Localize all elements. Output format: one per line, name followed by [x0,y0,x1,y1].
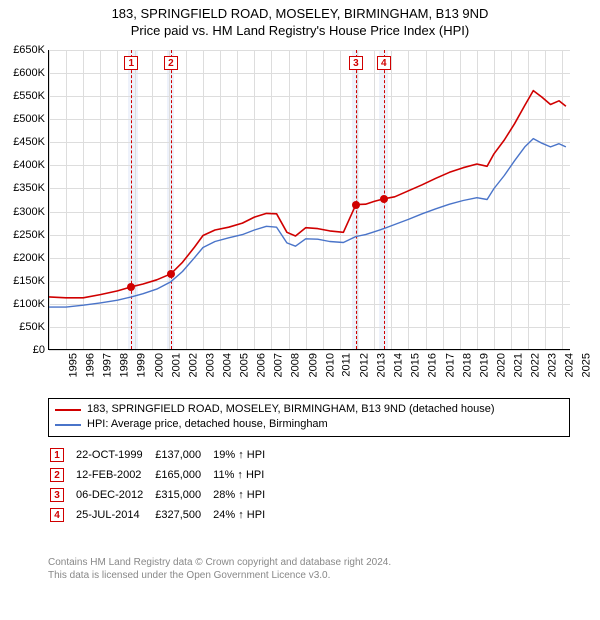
x-tick-label: 1996 [85,353,97,377]
x-tick-label: 2013 [376,353,388,377]
x-tick-label: 2012 [358,353,370,377]
x-tick-label: 2023 [547,353,559,377]
sale-dot [127,283,135,291]
x-tick-label: 2022 [530,353,542,377]
plot-area: £0£50K£100K£150K£200K£250K£300K£350K£400… [48,50,570,350]
x-tick-label: 2016 [427,353,439,377]
event-number-box: 3 [50,488,64,502]
event-pct: 11% ↑ HPI [213,466,275,484]
x-tick-label: 2004 [222,353,234,377]
event-number-cell: 4 [50,506,74,524]
event-pct: 19% ↑ HPI [213,446,275,464]
event-number-cell: 1 [50,446,74,464]
y-tick-label: £500K [13,113,49,125]
event-date: 06-DEC-2012 [76,486,153,504]
y-tick-label: £200K [13,252,49,264]
sale-dot [352,201,360,209]
x-tick-label: 2002 [187,353,199,377]
x-tick-label: 2000 [153,353,165,377]
event-date: 22-OCT-1999 [76,446,153,464]
legend: 183, SPRINGFIELD ROAD, MOSELEY, BIRMINGH… [48,398,570,437]
x-tick-label: 1997 [102,353,114,377]
y-tick-label: £150K [13,275,49,287]
x-tick-label: 1998 [119,353,131,377]
x-tick-label: 2020 [495,353,507,377]
x-tick-label: 2008 [290,353,302,377]
y-tick-label: £250K [13,229,49,241]
x-tick-label: 2021 [512,353,524,377]
legend-swatch [55,409,81,411]
event-price: £315,000 [155,486,211,504]
legend-row: 183, SPRINGFIELD ROAD, MOSELEY, BIRMINGH… [55,402,563,417]
sale-dot [167,270,175,278]
x-tick-label: 2001 [170,353,182,377]
legend-label: 183, SPRINGFIELD ROAD, MOSELEY, BIRMINGH… [87,402,495,417]
y-tick-label: £550K [13,90,49,102]
x-tick-label: 2015 [410,353,422,377]
y-tick-label: £400K [13,159,49,171]
x-tick-label: 2018 [461,353,473,377]
event-number-box: 4 [50,508,64,522]
x-tick-label: 2019 [478,353,490,377]
x-tick-label: 2006 [256,353,268,377]
x-tick-label: 1995 [67,353,79,377]
x-tick-label: 2017 [444,353,456,377]
event-pct: 24% ↑ HPI [213,506,275,524]
y-tick-label: £300K [13,206,49,218]
chart-title-block: 183, SPRINGFIELD ROAD, MOSELEY, BIRMINGH… [0,0,600,40]
y-tick-label: £600K [13,67,49,79]
event-row: 3 06-DEC-2012£315,00028% ↑ HPI [50,486,275,504]
x-tick-label: 2005 [239,353,251,377]
event-row: 4 25-JUL-2014£327,50024% ↑ HPI [50,506,275,524]
x-tick-label: 2007 [273,353,285,377]
event-price: £327,500 [155,506,211,524]
event-date: 25-JUL-2014 [76,506,153,524]
series-subject [49,91,566,298]
x-tick-label: 1999 [136,353,148,377]
legend-swatch [55,424,81,426]
x-tick-label: 2014 [393,353,405,377]
footer-line2: This data is licensed under the Open Gov… [48,569,391,582]
chart-title-line1: 183, SPRINGFIELD ROAD, MOSELEY, BIRMINGH… [0,6,600,23]
event-row: 1 22-OCT-1999£137,00019% ↑ HPI [50,446,275,464]
y-tick-label: £650K [13,44,49,56]
event-pct: 28% ↑ HPI [213,486,275,504]
attribution-footer: Contains HM Land Registry data © Crown c… [48,556,391,582]
event-row: 2 12-FEB-2002£165,00011% ↑ HPI [50,466,275,484]
event-number-cell: 2 [50,466,74,484]
legend-row: HPI: Average price, detached house, Birm… [55,417,563,432]
event-number-cell: 3 [50,486,74,504]
y-tick-label: £50K [19,321,49,333]
legend-label: HPI: Average price, detached house, Birm… [87,417,328,432]
event-price: £165,000 [155,466,211,484]
sale-events-table: 1 22-OCT-1999£137,00019% ↑ HPI 2 12-FEB-200… [48,444,277,526]
y-tick-label: £100K [13,298,49,310]
y-tick-label: £350K [13,182,49,194]
event-number-box: 2 [50,468,64,482]
sale-dot [380,195,388,203]
event-price: £137,000 [155,446,211,464]
y-tick-label: £0 [33,344,49,356]
x-tick-label: 2025 [581,353,593,377]
event-date: 12-FEB-2002 [76,466,153,484]
x-tick-label: 2003 [204,353,216,377]
x-tick-label: 2009 [307,353,319,377]
grid-line-h [49,350,570,351]
footer-line1: Contains HM Land Registry data © Crown c… [48,556,391,569]
x-tick-label: 2024 [564,353,576,377]
chart-lines [49,50,571,350]
y-tick-label: £450K [13,136,49,148]
x-tick-label: 2011 [340,353,352,377]
event-number-box: 1 [50,448,64,462]
x-tick-label: 2010 [324,353,336,377]
chart-title-line2: Price paid vs. HM Land Registry's House … [0,23,600,40]
